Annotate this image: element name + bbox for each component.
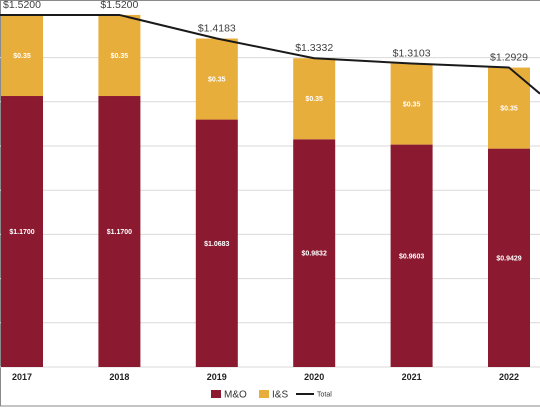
data-label-mo-2022: $0.9429 — [496, 255, 521, 262]
legend: M&O I&S Total — [211, 390, 332, 401]
data-label-mo-2021: $0.9603 — [399, 253, 424, 260]
total-line — [0, 15, 540, 94]
total-label-2019: $1.4183 — [198, 23, 236, 35]
x-tick-label-2018: 2018 — [109, 372, 129, 382]
legend-label-total: Total — [317, 392, 332, 399]
data-label-mo-2019: $1.0683 — [204, 241, 229, 248]
data-label-mo-2020: $0.9832 — [302, 251, 327, 258]
x-tick-label-2020: 2020 — [304, 372, 324, 382]
data-label-is-2019: $0.35 — [208, 77, 226, 84]
x-axis: 2017 2018 2019 2020 2021 2022 — [12, 372, 519, 382]
total-label-2021: $1.3103 — [393, 48, 431, 60]
legend-label-is: I&S — [272, 390, 288, 401]
x-tick-label-2021: 2021 — [402, 372, 422, 382]
data-label-is-2018: $0.35 — [111, 53, 129, 60]
data-label-mo-2018: $1.1700 — [107, 229, 132, 236]
gridlines — [0, 58, 540, 367]
data-labels: $1.1700 $0.35 $1.5200 $1.1700 $0.35 $1.5200 $1… — [3, 0, 528, 262]
legend-label-mo: M&O — [224, 390, 247, 401]
x-tick-label-2019: 2019 — [207, 372, 227, 382]
legend-swatch-mo — [211, 390, 221, 398]
x-tick-label-2017: 2017 — [12, 372, 32, 382]
total-line-group — [0, 15, 540, 94]
data-label-is-2022: $0.35 — [500, 106, 518, 113]
data-label-is-2020: $0.35 — [305, 96, 323, 103]
bars — [1, 15, 530, 367]
total-label-2020: $1.3332 — [295, 42, 333, 54]
total-label-2017: $1.5200 — [3, 0, 41, 11]
total-label-2018: $1.5200 — [100, 0, 138, 11]
x-tick-label-2022: 2022 — [499, 372, 519, 382]
data-label-is-2017: $0.35 — [13, 53, 31, 60]
data-label-mo-2017: $1.1700 — [9, 229, 34, 236]
total-label-2022: $1.2929 — [490, 52, 528, 64]
data-label-is-2021: $0.35 — [403, 102, 421, 109]
legend-swatch-is — [259, 390, 269, 398]
